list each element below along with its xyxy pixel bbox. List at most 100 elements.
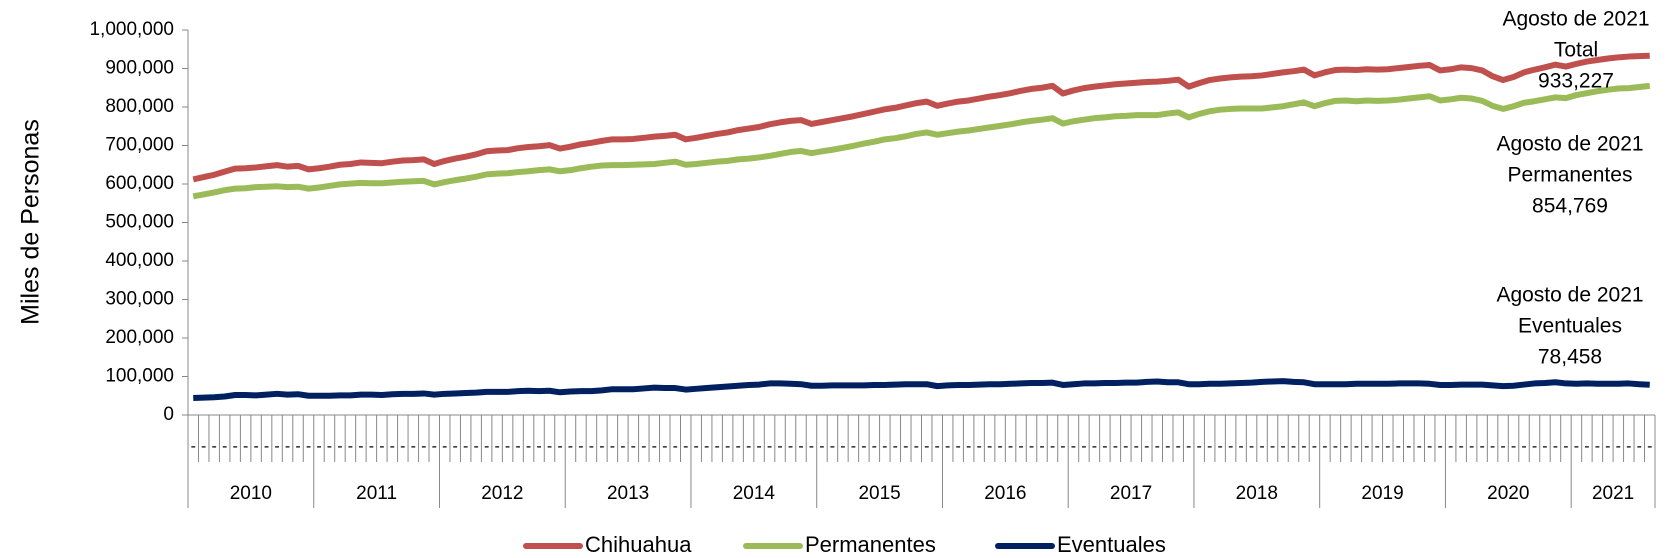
x-tick-label: - (285, 438, 290, 455)
x-tick-label: - (1647, 438, 1652, 455)
x-tick-label: - (1238, 438, 1243, 455)
x-tick-label: - (935, 438, 940, 455)
x-tick-label: - (547, 438, 552, 455)
x-tick-label: - (914, 438, 919, 455)
x-tick-label: - (1165, 438, 1170, 455)
x-tick-label: - (767, 438, 772, 455)
x-tick-label: - (1375, 438, 1380, 455)
y-tick-label: 700,000 (105, 135, 174, 156)
annotation: Permanentes (1508, 164, 1633, 187)
x-group-label: 2018 (1236, 483, 1278, 504)
x-tick-label: - (610, 438, 615, 455)
x-tick-label: - (453, 438, 458, 455)
x-tick-label: - (264, 438, 269, 455)
y-tick-label: 600,000 (105, 173, 174, 194)
x-tick-label: - (683, 438, 688, 455)
x-tick-label: - (830, 438, 835, 455)
x-tick-label: - (253, 438, 258, 455)
x-tick-label: - (1228, 438, 1233, 455)
x-tick-label: - (1008, 438, 1013, 455)
x-tick-label: - (327, 438, 332, 455)
y-tick-label: 0 (163, 404, 174, 425)
x-tick-label: - (631, 438, 636, 455)
x-tick-label: - (557, 438, 562, 455)
x-tick-label: - (484, 438, 489, 455)
x-tick-label: - (599, 438, 604, 455)
x-tick-label: - (777, 438, 782, 455)
x-tick-label: - (1343, 438, 1348, 455)
y-tick-label: 1,000,000 (89, 19, 174, 40)
x-tick-label: - (652, 438, 657, 455)
x-tick-label: - (1637, 438, 1642, 455)
x-tick-label: - (337, 438, 342, 455)
x-tick-label: - (1354, 438, 1359, 455)
y-tick-label: 100,000 (105, 366, 174, 387)
x-tick-label: - (1176, 438, 1181, 455)
x-tick-label: - (1092, 438, 1097, 455)
x-tick-label: - (1396, 438, 1401, 455)
x-tick-label: - (735, 438, 740, 455)
annotation: Eventuales (1518, 315, 1622, 338)
annotation: 854,769 (1532, 195, 1608, 218)
x-tick-label: - (390, 438, 395, 455)
x-tick-label: - (442, 438, 447, 455)
x-tick-label: - (411, 438, 416, 455)
y-axis-label: Miles de Personas (17, 119, 45, 325)
x-tick-label: - (987, 438, 992, 455)
x-tick-label: - (997, 438, 1002, 455)
x-tick-label: - (1427, 438, 1432, 455)
x-tick-label: - (809, 438, 814, 455)
x-tick-label: - (1249, 438, 1254, 455)
legend-label: Permanentes (805, 532, 936, 557)
x-tick-label: - (694, 438, 699, 455)
x-tick-label: - (798, 438, 803, 455)
x-tick-label: - (1448, 438, 1453, 455)
x-group-label: 2015 (858, 483, 900, 504)
x-tick-label: - (673, 438, 678, 455)
annotation: Total (1554, 39, 1598, 62)
x-group-label: 2019 (1361, 483, 1403, 504)
x-tick-label: - (1595, 438, 1600, 455)
x-tick-label: - (966, 438, 971, 455)
x-tick-label: - (306, 438, 311, 455)
annotation: 78,458 (1538, 346, 1602, 369)
x-tick-label: - (788, 438, 793, 455)
x-tick-label: - (1616, 438, 1621, 455)
x-tick-label: - (872, 438, 877, 455)
x-tick-label: - (1521, 438, 1526, 455)
annotation: Agosto de 2021 (1496, 284, 1643, 307)
legend-label: Chihuahua (585, 532, 692, 557)
x-tick-label: - (1102, 438, 1107, 455)
x-group-label: 2017 (1110, 483, 1152, 504)
x-tick-label: - (201, 438, 206, 455)
x-tick-label: - (1438, 438, 1443, 455)
x-tick-label: - (1197, 438, 1202, 455)
legend-label: Eventuales (1057, 532, 1166, 557)
x-tick-label: - (536, 438, 541, 455)
x-tick-label: - (505, 438, 510, 455)
x-group-label: 2013 (607, 483, 649, 504)
x-tick-label: - (421, 438, 426, 455)
x-tick-label: - (1134, 438, 1139, 455)
x-tick-label: - (1511, 438, 1516, 455)
x-tick-label: - (746, 438, 751, 455)
annotation: Agosto de 2021 (1502, 8, 1649, 31)
x-tick-label: - (1312, 438, 1317, 455)
x-tick-label: - (1406, 438, 1411, 455)
x-tick-label: - (945, 438, 950, 455)
x-tick-label: - (956, 438, 961, 455)
x-tick-label: - (1259, 438, 1264, 455)
x-tick-label: - (1479, 438, 1484, 455)
x-tick-label: - (641, 438, 646, 455)
x-tick-label: - (232, 438, 237, 455)
x-tick-label: - (1417, 438, 1422, 455)
y-tick-label: 500,000 (105, 212, 174, 233)
x-tick-label: - (1333, 438, 1338, 455)
x-tick-label: - (1270, 438, 1275, 455)
x-tick-label: - (1029, 438, 1034, 455)
x-tick-label: - (725, 438, 730, 455)
y-tick-label: 400,000 (105, 250, 174, 271)
x-tick-label: - (432, 438, 437, 455)
x-tick-label: - (191, 438, 196, 455)
